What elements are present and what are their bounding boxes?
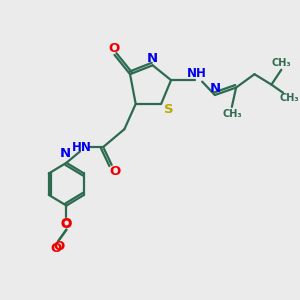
- Text: N: N: [209, 82, 220, 95]
- Text: CH₃: CH₃: [222, 109, 242, 119]
- Text: O: O: [109, 42, 120, 55]
- Text: N: N: [147, 52, 158, 65]
- Text: NH: NH: [187, 67, 206, 80]
- Text: O: O: [50, 242, 61, 255]
- Text: O: O: [110, 165, 121, 178]
- Text: S: S: [164, 103, 174, 116]
- Text: O: O: [61, 217, 72, 230]
- Text: CH₃: CH₃: [280, 93, 300, 103]
- Text: CH₃: CH₃: [272, 58, 291, 68]
- Text: O: O: [60, 218, 71, 230]
- Text: O: O: [53, 240, 64, 253]
- Text: N: N: [59, 147, 70, 161]
- Text: HN: HN: [72, 140, 92, 154]
